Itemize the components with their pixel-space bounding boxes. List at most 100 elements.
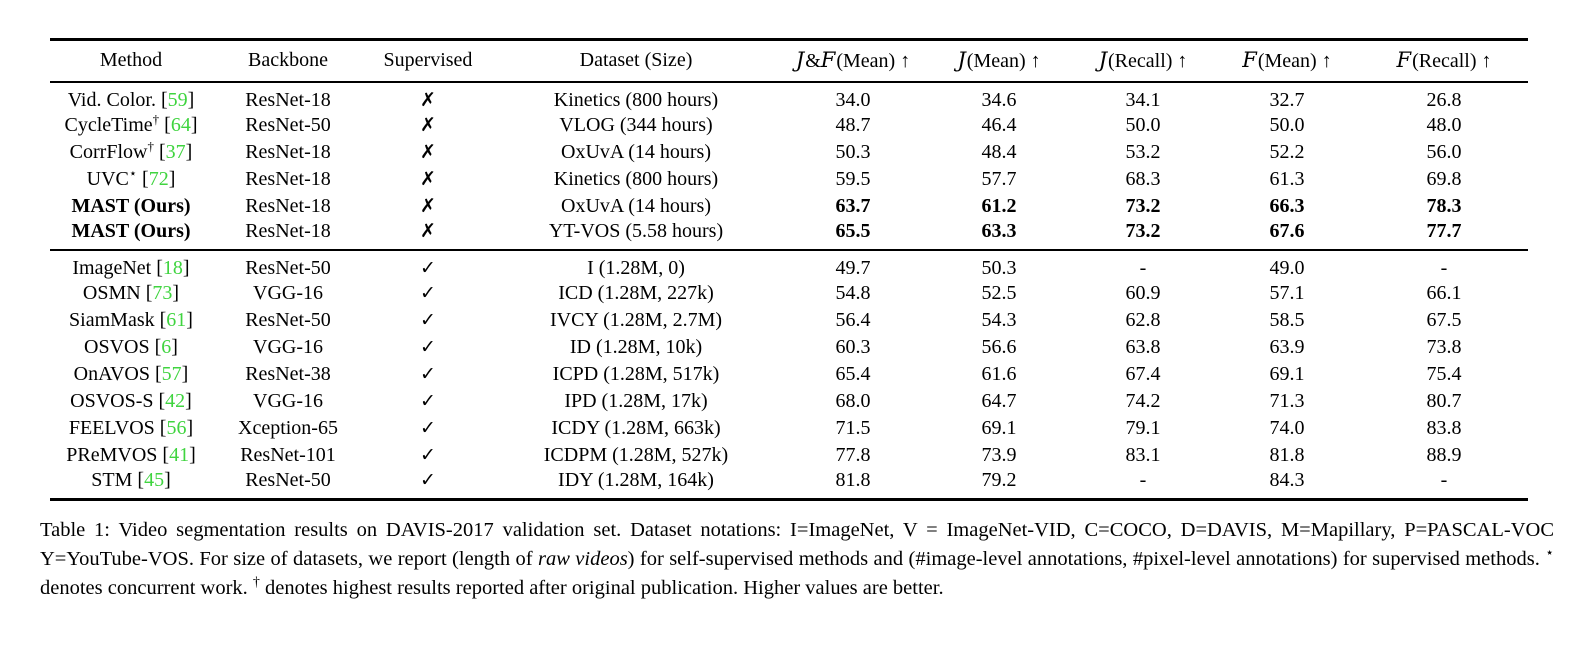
check-icon: ✓ [420,469,436,491]
value-cell: 63.3 [981,219,1017,242]
header-text: (Mean) ↑ [1257,50,1332,73]
dataset-cell: IPD (1.28M, 17k) [564,389,708,412]
dataset-cell: YT-VOS (5.58 hours) [548,219,724,242]
value-cell: 50.3 [835,140,871,163]
table-row: FEELVOS [56] Xception-65 ✓ ICDY (1.28M, 663… [50,415,1528,442]
method-cell: SiamMask [61] [69,308,193,331]
method-name: OSVOS [84,335,150,358]
method-superscript: ⋆ [128,165,138,180]
cross-icon: ✗ [420,141,436,163]
cross-icon: ✗ [420,220,436,242]
citation-link[interactable]: 56 [166,416,187,439]
value-cell: 65.5 [835,219,871,242]
backbone-cell: ResNet-18 [245,88,331,111]
value-cell: 60.3 [835,335,871,358]
citation-link[interactable]: 37 [165,140,186,163]
method-cell: ImageNet [18] [72,256,190,279]
value-cell: 59.5 [835,167,871,190]
script-letter: F [820,48,836,73]
value-cell: 69.1 [1269,362,1305,385]
caption-segment: denotes highest results reported after o… [259,576,944,599]
dataset-cell: IVCY (1.28M, 2.7M) [549,308,723,331]
table-row: Vid. Color. [59] ResNet-18 ✗ Kinetics (800 … [50,82,1528,112]
value-cell: 88.9 [1426,443,1462,466]
citation-link[interactable]: 6 [161,335,172,358]
method-cell: CorrFlow† [37] [69,138,193,163]
value-cell: 73.8 [1426,335,1462,358]
table-row: OSVOS [6] VGG-16 ✓ ID (1.28M, 10k) 60.3 56.6 6… [50,334,1528,361]
value-cell: 48.7 [835,113,871,136]
column-header-7: F(Mean) ↑ [1214,39,1360,83]
citation-link[interactable]: 41 [169,443,190,466]
citation-link[interactable]: 72 [148,167,169,190]
value-cell: 67.5 [1426,308,1462,331]
table-row: MAST (Ours) ResNet-18 ✗ OxUvA (14 hours) 63.… [50,193,1528,220]
value-cell: 68.0 [835,389,871,412]
value-cell: 66.1 [1426,281,1462,304]
check-icon: ✓ [420,336,436,358]
value-cell: 74.0 [1269,416,1305,439]
value-cell: 61.3 [1269,167,1305,190]
column-header-5: J(Mean) ↑ [926,39,1072,83]
script-letter: J [795,48,805,73]
table-row: OnAVOS [57] ResNet-38 ✓ ICPD (1.28M, 517k) 6… [50,361,1528,388]
method-cell: FEELVOS [56] [68,416,194,439]
citation-link[interactable]: 73 [152,281,173,304]
table-row: PReMVOS [41] ResNet-101 ✓ ICDPM (1.28M, 527… [50,442,1528,469]
value-cell: 64.7 [981,389,1017,412]
value-cell: 63.7 [835,194,871,217]
backbone-cell: VGG-16 [253,281,323,304]
backbone-cell: ResNet-18 [245,140,331,163]
script-letter: J [1098,48,1107,73]
column-header-0: Method [50,39,212,83]
citation-link[interactable]: 59 [167,88,188,111]
citation-link[interactable]: 64 [170,113,191,136]
value-cell: 75.4 [1426,362,1462,385]
backbone-cell: ResNet-18 [245,219,331,242]
backbone-cell: VGG-16 [253,389,323,412]
backbone-cell: ResNet-18 [245,167,331,190]
value-cell: 74.2 [1125,389,1161,412]
method-name: UVC [86,167,129,190]
header-text: (Recall) ↑ [1108,50,1188,73]
citation-link[interactable]: 57 [161,362,182,385]
method-name: Vid. Color. [67,88,156,111]
value-cell: 56.6 [981,335,1017,358]
column-header-8: F(Recall) ↑ [1360,39,1528,83]
value-cell: 54.3 [981,308,1017,331]
value-cell: - [1139,468,1147,491]
check-icon: ✓ [420,363,436,385]
table-row: UVC⋆ [72] ResNet-18 ✗ Kinetics (800 hours) 5… [50,166,1528,193]
check-icon: ✓ [420,417,436,439]
header-text: (Recall) ↑ [1412,50,1492,73]
value-cell: 83.1 [1125,443,1161,466]
method-superscript: † [152,111,160,126]
value-cell: 52.2 [1269,140,1305,163]
column-header-1: Backbone [212,39,364,83]
header-text: (Mean) ↑ [966,50,1041,73]
value-cell: 50.3 [981,256,1017,279]
check-icon: ✓ [420,257,436,279]
value-cell: 73.2 [1125,219,1161,242]
check-icon: ✓ [420,309,436,331]
value-cell: 58.5 [1269,308,1305,331]
header-text: Supervised [383,49,473,72]
citation-link[interactable]: 18 [162,256,183,279]
citation-link[interactable]: 45 [144,468,165,491]
dataset-cell: ICDY (1.28M, 663k) [551,416,721,439]
value-cell: 61.2 [981,194,1017,217]
caption-symbol: † [252,574,260,590]
value-cell: - [1440,256,1448,279]
table-row: OSMN [73] VGG-16 ✓ ICD (1.28M, 227k) 54.8 52.… [50,280,1528,307]
self-supervised-section: Vid. Color. [59] ResNet-18 ✗ Kinetics (800 … [50,82,1528,250]
citation-link[interactable]: 42 [165,389,186,412]
value-cell: 83.8 [1426,416,1462,439]
dataset-cell: VLOG (344 hours) [559,113,713,136]
dataset-cell: ICPD (1.28M, 517k) [552,362,720,385]
value-cell: 69.1 [981,416,1017,439]
header-text: Backbone [248,49,328,72]
check-icon: ✓ [420,390,436,412]
header-text: Dataset (Size) [579,49,693,72]
backbone-cell: ResNet-50 [245,113,331,136]
citation-link[interactable]: 61 [166,308,187,331]
